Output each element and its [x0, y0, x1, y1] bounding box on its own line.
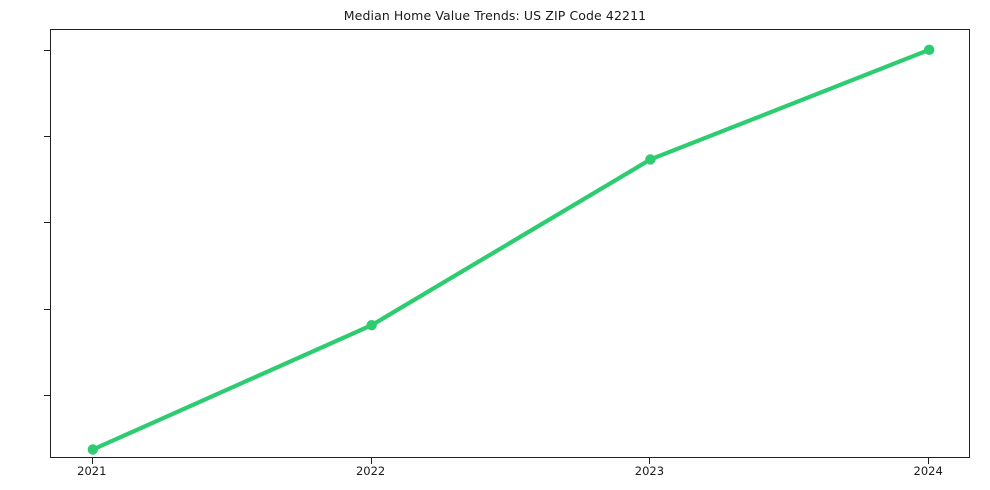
data-point-2021: [87, 444, 99, 455]
x-axis-tick-label: 2021: [77, 464, 107, 478]
chart-title: Median Home Value Trends: US ZIP Code 42…: [343, 8, 647, 23]
data-line-median-home-value: [90, 47, 932, 452]
x-axis-tick-label: 2022: [355, 464, 386, 478]
x-axis-tick-label: 2023: [634, 464, 665, 478]
x-axis-tick-label: 2024: [913, 464, 943, 478]
line-chart-svg: [87, 44, 935, 455]
data-point-2023: [645, 154, 656, 165]
data-point-2022: [366, 320, 377, 331]
data-point-2024: [923, 44, 935, 56]
plot-area: [50, 29, 970, 458]
data-point-markers: [87, 44, 935, 455]
